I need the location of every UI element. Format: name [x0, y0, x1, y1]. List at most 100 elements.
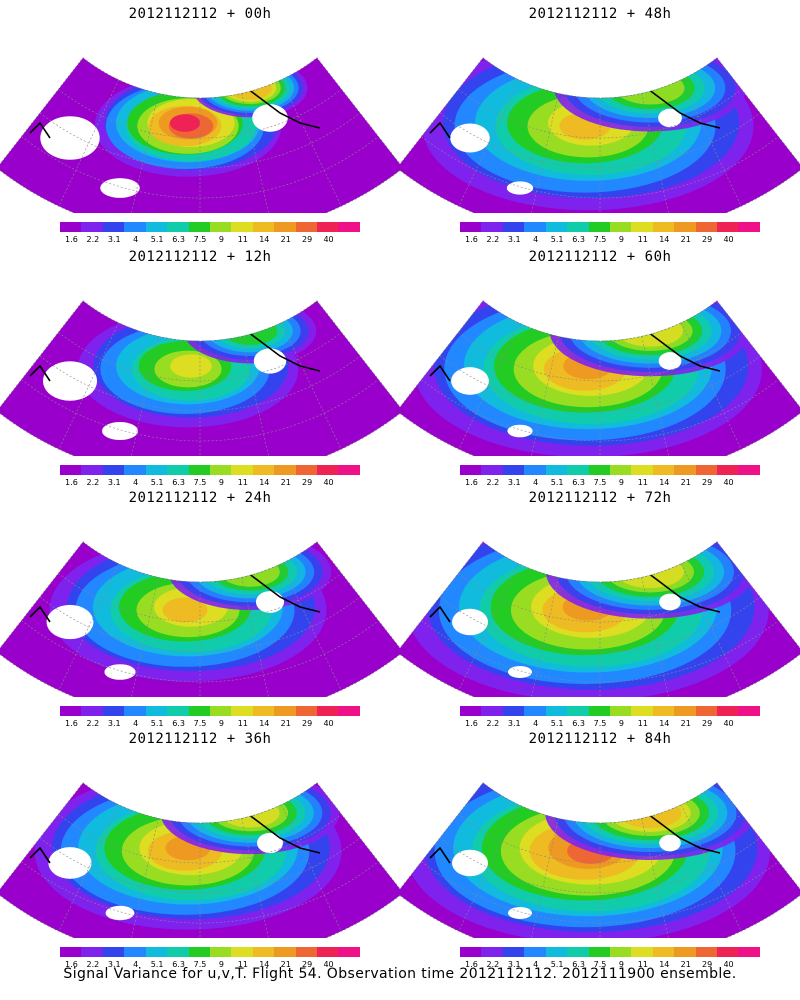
colorbar-tick-label: 3.1	[507, 719, 521, 728]
colorbar-segment	[609, 222, 632, 232]
colorbar-tick-label: 40	[723, 719, 734, 728]
colorbar-tick-label: 2.2	[86, 719, 100, 728]
latitude-line	[39, 112, 361, 169]
colorbar-segment	[695, 947, 718, 957]
colorbar-tick-label: 2.2	[486, 960, 500, 969]
colorbar-tick-label: 9	[218, 478, 224, 487]
colorbar-segment	[588, 947, 610, 957]
colorbar-segment	[209, 706, 232, 716]
longitude-line	[681, 563, 742, 691]
colorbar-tick-label: 29	[302, 719, 313, 728]
colorbar-tick-label: 14	[259, 235, 270, 244]
variance-contour	[617, 315, 683, 347]
colorbar-tick-label: 1.6	[465, 719, 478, 728]
map-panel-00h: 2012112112 + 00h 1.6 2.2 3.1 4 5.1 6.3 7.5 9 11 1…	[0, 0, 400, 245]
low-variance-patch	[255, 591, 285, 613]
colorbar-tick-label: 11	[237, 960, 248, 969]
colorbar-segment	[567, 706, 589, 716]
panel-title: 2012112112 + 00h	[128, 6, 272, 22]
colorbar-segment	[81, 947, 103, 957]
colorbar-segment	[524, 947, 546, 957]
colorbar-segment	[652, 947, 675, 957]
colorbar-segment	[295, 947, 318, 957]
colorbar	[60, 947, 360, 957]
latitude-line	[58, 573, 342, 623]
low-variance-patch	[452, 849, 488, 877]
colorbar-segment	[502, 465, 525, 475]
colorbar-tick-label: 7.5	[193, 235, 207, 244]
colorbar-tick-label: 21	[280, 478, 291, 487]
colorbar-tick-label: 14	[259, 719, 270, 728]
colorbar-segment	[124, 222, 146, 232]
colorbar-tick-label: 4	[533, 960, 539, 969]
panel-title: 2012112112 + 60h	[528, 249, 672, 265]
colorbar-segment	[81, 222, 103, 232]
low-variance-patch	[659, 834, 681, 852]
colorbar-tick-label: 4	[533, 719, 539, 728]
colorbar-segment	[524, 222, 546, 232]
colorbar-tick-label: 7.5	[593, 235, 607, 244]
variance-contour	[220, 798, 280, 828]
colorbar-ticks: 1.6 2.2 3.1 4 5.1 6.3 7.5 9 11 14 21 29 40	[460, 235, 760, 245]
low-variance-patch	[508, 907, 532, 919]
colorbar-tick-label: 7.5	[593, 719, 607, 728]
colorbar	[460, 947, 760, 957]
longitude-line	[641, 818, 673, 938]
colorbar-tick-label: 21	[680, 960, 691, 969]
colorbar-tick-label: 6.3	[572, 719, 585, 728]
colorbar-tick-label: 2.2	[86, 478, 100, 487]
colorbar-segment	[674, 706, 696, 716]
longitude-line	[527, 336, 559, 456]
colorbar-segment	[652, 465, 675, 475]
colorbar	[60, 222, 360, 232]
colorbar-tick-label: 3.1	[107, 719, 121, 728]
colorbar-segment	[145, 222, 168, 232]
colorbar-segment	[60, 222, 82, 232]
colorbar-segment	[338, 706, 360, 716]
colorbar-tick-label: 2.2	[486, 235, 500, 244]
variance-contour	[170, 354, 212, 378]
map-panel-72h: 2012112112 + 72h 1.6 2.2 3.1 4 5.1 6.3 7.5 9 11 1…	[400, 484, 800, 729]
map-plot	[400, 57, 800, 213]
colorbar-tick-label: 40	[723, 235, 734, 244]
colorbar-segment	[124, 706, 146, 716]
colorbar-segment	[209, 947, 232, 957]
colorbar-tick-label: 40	[323, 960, 334, 969]
longitude-line	[281, 804, 342, 932]
colorbar-segment	[188, 706, 210, 716]
colorbar-segment	[588, 222, 610, 232]
latitude-line	[439, 837, 761, 894]
colorbar-segment	[588, 465, 610, 475]
colorbar-segment	[145, 947, 168, 957]
colorbar-tick-label: 29	[702, 478, 713, 487]
colorbar-segment	[274, 465, 296, 475]
map-plot	[0, 782, 400, 938]
latitude-line	[21, 861, 379, 924]
colorbar-segment	[295, 222, 318, 232]
colorbar-segment	[631, 222, 653, 232]
colorbar-segment	[717, 706, 739, 716]
colorbar-tick-label: 14	[259, 478, 270, 487]
colorbar-tick-label: 11	[637, 235, 648, 244]
colorbar-tick-label: 29	[702, 235, 713, 244]
colorbar-segment	[609, 706, 632, 716]
colorbar-tick-label: 6.3	[172, 719, 185, 728]
colorbar-tick-label: 7.5	[193, 478, 207, 487]
map-plot	[400, 300, 800, 456]
colorbar-segment	[481, 947, 503, 957]
longitude-line	[281, 322, 342, 450]
latitude-line	[58, 332, 342, 382]
panel-title: 2012112112 + 12h	[128, 249, 272, 265]
colorbar-segment	[338, 947, 360, 957]
longitude-line	[281, 563, 342, 691]
colorbar-tick-label: 11	[237, 235, 248, 244]
low-variance-patch	[253, 348, 287, 374]
map-plot	[0, 57, 400, 213]
low-variance-patch	[102, 422, 138, 440]
colorbar-tick-label: 11	[237, 478, 248, 487]
colorbar-segment	[124, 947, 146, 957]
colorbar-segment	[231, 706, 253, 716]
colorbar-segment	[81, 465, 103, 475]
colorbar-tick-label: 29	[302, 235, 313, 244]
colorbar-segment	[567, 222, 589, 232]
